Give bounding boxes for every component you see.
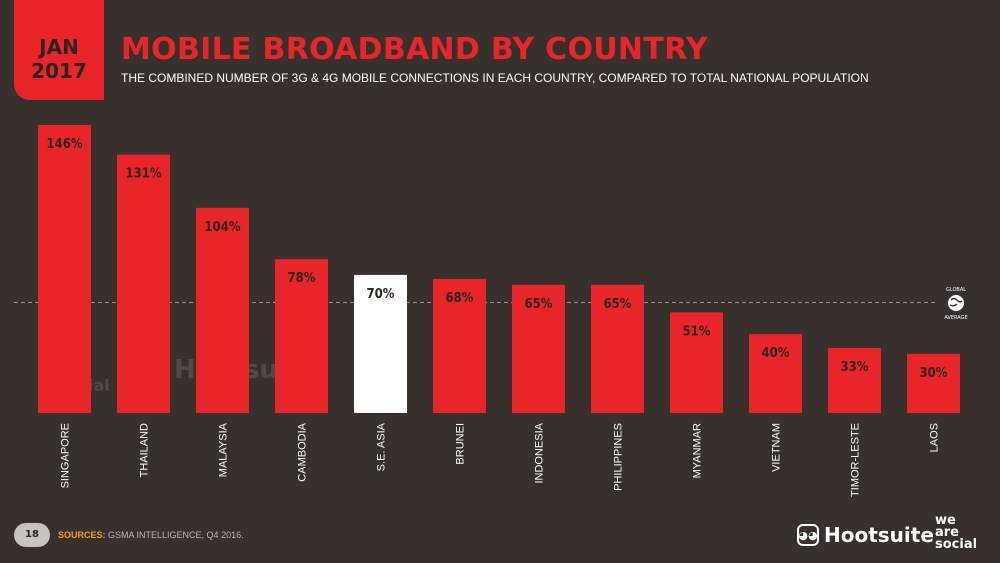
category-label: BRUNEI	[455, 423, 467, 465]
bar-chart: 146% SINGAPORE 131% THAILAND 104% MALAYSIA 78%…	[14, 125, 960, 497]
category-label: THAILAND	[139, 423, 151, 477]
bar-value-label: 68%	[446, 291, 474, 306]
we-are-social-logo: we are social	[935, 513, 978, 552]
bar-value-label: 65%	[525, 297, 553, 312]
category-label: S.E. ASIA	[376, 422, 388, 471]
bar-value-label: 51%	[683, 324, 711, 339]
bar-malaysia	[196, 207, 249, 413]
bar-myanmar	[670, 312, 723, 413]
bar-s-e-asia	[354, 274, 407, 413]
global-average-icon: GLOBAL AVERAGE	[938, 285, 974, 321]
bar-value-label: 70%	[367, 287, 395, 302]
svg-text:AVERAGE: AVERAGE	[944, 315, 967, 321]
category-label: SINGAPORE	[60, 423, 72, 488]
sources-label: SOURCES:	[58, 530, 106, 540]
category-label: TIMOR-LESTE	[850, 423, 862, 497]
hootsuite-logo: ◕◕ Hootsuite	[797, 523, 934, 547]
category-label: CAMBODIA	[297, 422, 309, 481]
date-year: 2017	[31, 59, 87, 83]
bar-cambodia	[275, 259, 328, 413]
date-month: JAN	[39, 35, 79, 59]
bar-timor-leste	[828, 347, 881, 413]
bar-value-label: 30%	[920, 366, 948, 381]
page-title: MOBILE BROADBAND BY COUNTRY	[121, 32, 708, 67]
owl-icon: ◕◕	[797, 524, 819, 546]
sources-note: SOURCES: GSMA INTELLIGENCE, Q4 2016.	[58, 530, 244, 540]
bar-vietnam	[749, 334, 802, 413]
category-label: MYANMAR	[692, 423, 704, 478]
category-label: PHILIPPINES	[613, 423, 625, 491]
bar-value-label: 65%	[604, 297, 632, 312]
page-subtitle: THE COMBINED NUMBER OF 3G & 4G MOBILE CO…	[121, 71, 869, 85]
bar-indonesia	[512, 284, 565, 413]
bar-value-label: 131%	[125, 167, 161, 182]
bar-value-label: 78%	[288, 271, 316, 286]
bar-philippines	[591, 284, 644, 413]
category-label: VIETNAM	[771, 423, 783, 472]
bar-value-label: 146%	[46, 137, 82, 152]
sources-text: GSMA INTELLIGENCE, Q4 2016.	[108, 530, 244, 540]
bar-thailand	[117, 154, 170, 413]
bar-value-label: 40%	[762, 346, 790, 361]
category-label: INDONESIA	[534, 422, 546, 483]
bar-laos	[907, 353, 960, 413]
bar-value-label: 104%	[204, 220, 240, 235]
bar-value-label: 33%	[841, 360, 869, 375]
date-badge: JAN 2017	[14, 0, 104, 100]
category-label: MALAYSIA	[218, 422, 230, 477]
bar-singapore	[38, 125, 91, 413]
svg-text:GLOBAL: GLOBAL	[946, 287, 966, 293]
category-label: LAOS	[929, 423, 941, 452]
bar-brunei	[433, 278, 486, 413]
page-number: 18	[14, 523, 50, 547]
